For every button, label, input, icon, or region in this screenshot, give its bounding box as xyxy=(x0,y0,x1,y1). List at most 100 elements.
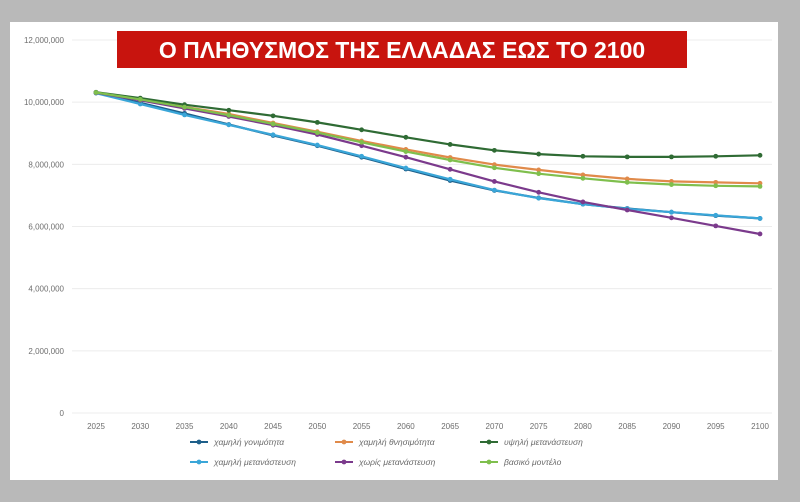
legend-marker xyxy=(486,459,492,465)
legend-label: βασικό μοντέλο xyxy=(503,457,562,467)
legend-label: χωρίς μετανάστευση xyxy=(358,457,436,467)
data-point xyxy=(182,104,187,110)
x-tick-label: 2070 xyxy=(486,422,504,431)
y-tick-label: 4,000,000 xyxy=(28,285,64,294)
data-point xyxy=(580,175,586,181)
data-point xyxy=(314,130,320,136)
data-point xyxy=(624,154,630,160)
data-point xyxy=(492,179,497,184)
x-tick-label: 2035 xyxy=(176,422,194,431)
data-point xyxy=(536,171,542,177)
x-tick-label: 2090 xyxy=(663,422,681,431)
legend-marker xyxy=(486,439,492,445)
chart-title: Ο ΠΛΗΘΥΣΜΟΣ ΤΗΣ ΕΛΛΑΔΑΣ ΕΩΣ ΤΟ 2100 xyxy=(159,37,645,63)
data-point xyxy=(536,167,542,173)
series-line xyxy=(95,92,761,220)
legend-label: υψηλή μετανάστευση xyxy=(504,437,583,447)
legend-item: χωρίς μετανάστευση xyxy=(335,457,436,467)
legend-marker xyxy=(196,439,202,445)
data-point xyxy=(713,153,719,159)
x-tick-label: 2075 xyxy=(530,422,548,431)
x-tick-label: 2050 xyxy=(308,422,326,431)
data-point xyxy=(713,223,719,229)
legend-marker xyxy=(341,439,347,445)
data-point xyxy=(624,179,630,185)
x-tick-label: 2095 xyxy=(707,422,725,431)
series-line xyxy=(95,91,761,236)
data-point xyxy=(580,172,586,178)
y-tick-label: 10,000,000 xyxy=(24,98,65,107)
legend-item: υψηλή μετανάστευση xyxy=(480,437,583,447)
data-point xyxy=(137,96,143,102)
data-point xyxy=(270,113,276,119)
data-point xyxy=(713,212,719,218)
data-point xyxy=(93,90,99,95)
legend-item: χαμηλή γονιμότητα xyxy=(190,437,285,447)
series-6 xyxy=(93,90,763,189)
data-point xyxy=(492,165,497,171)
y-tick-label: 12,000,000 xyxy=(24,36,65,45)
y-tick-label: 6,000,000 xyxy=(28,223,64,232)
series-5 xyxy=(93,90,763,237)
legend-item: χαμηλή θνησιμότητα xyxy=(335,437,436,447)
data-point xyxy=(226,107,232,113)
title-banner xyxy=(117,31,687,68)
data-point xyxy=(359,139,364,145)
x-tick-label: 2065 xyxy=(441,422,459,431)
data-point xyxy=(492,147,497,153)
data-point xyxy=(359,127,364,133)
x-tick-label: 2060 xyxy=(397,422,415,431)
data-point xyxy=(226,112,232,118)
legend-label: χαμηλή γονιμότητα xyxy=(213,437,285,447)
x-tick-label: 2100 xyxy=(751,422,769,431)
y-tick-label: 2,000,000 xyxy=(28,347,64,356)
data-point xyxy=(314,119,320,125)
data-point xyxy=(182,112,187,118)
data-point xyxy=(403,154,409,160)
legend-label: χαμηλή θνησιμότητα xyxy=(358,437,436,447)
data-point xyxy=(580,153,586,159)
data-point xyxy=(580,199,586,205)
data-point xyxy=(447,157,453,163)
data-point xyxy=(447,166,453,172)
series-line xyxy=(95,91,761,188)
data-point xyxy=(447,142,453,147)
data-point xyxy=(536,195,542,201)
data-point xyxy=(713,183,719,189)
data-point xyxy=(270,121,276,127)
series-3 xyxy=(93,89,763,160)
data-point xyxy=(137,101,143,107)
data-point xyxy=(757,231,763,237)
x-tick-label: 2040 xyxy=(220,422,238,431)
data-point xyxy=(492,187,497,193)
series-lines xyxy=(93,89,763,237)
legend: χαμηλή γονιμότητα χαμηλή θνησιμότητα υψηλή… xyxy=(190,437,583,467)
data-point xyxy=(757,152,763,158)
x-tick-label: 2030 xyxy=(131,422,149,431)
data-point xyxy=(403,165,409,171)
y-tick-label: 8,000,000 xyxy=(28,160,64,169)
data-point xyxy=(270,132,276,138)
data-point xyxy=(757,184,763,189)
data-point xyxy=(359,153,364,159)
legend-marker xyxy=(341,459,347,465)
data-point xyxy=(669,182,674,187)
x-tick-label: 2045 xyxy=(264,422,282,431)
data-point xyxy=(757,216,763,221)
data-point xyxy=(669,154,674,160)
data-point xyxy=(536,189,542,195)
plot-background xyxy=(10,22,778,480)
x-tick-label: 2085 xyxy=(618,422,636,431)
x-tick-label: 2055 xyxy=(353,422,371,431)
x-tick-label: 2080 xyxy=(574,422,592,431)
data-point xyxy=(359,143,364,149)
y-tick-label: 0 xyxy=(60,409,65,418)
legend-item: βασικό μοντέλο xyxy=(480,457,562,467)
data-point xyxy=(624,207,630,213)
data-point xyxy=(536,151,542,157)
series-4 xyxy=(93,90,763,221)
data-point xyxy=(669,209,674,215)
legend-marker xyxy=(196,459,202,465)
